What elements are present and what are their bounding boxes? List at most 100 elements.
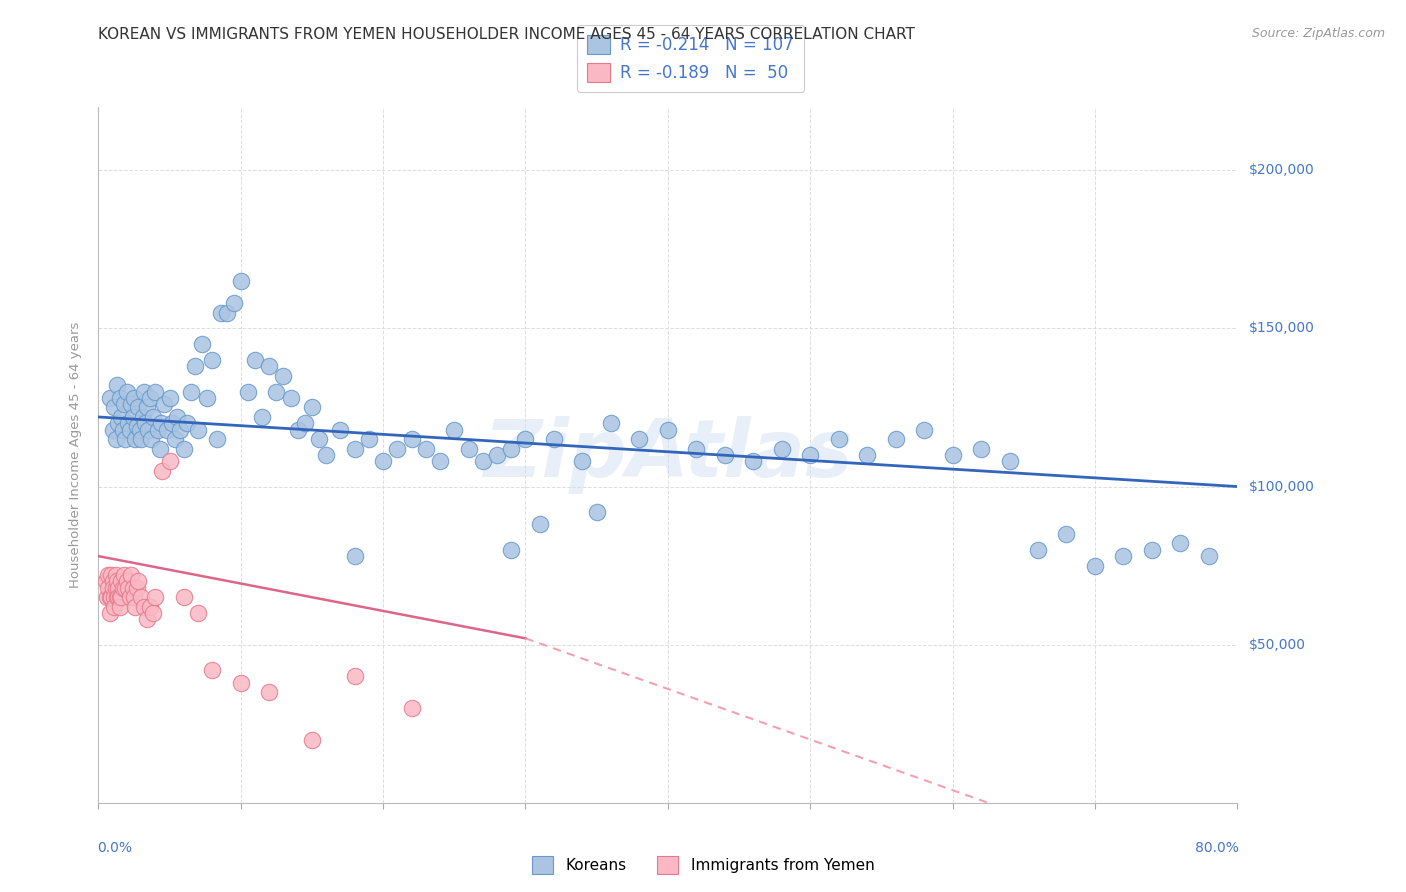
- Point: [250, 409, 273, 424]
- Point: [287, 423, 309, 437]
- Point: [124, 599, 146, 614]
- Point: [429, 454, 451, 468]
- Point: [115, 574, 138, 589]
- Point: [149, 442, 172, 456]
- Point: [343, 442, 366, 456]
- Point: [205, 432, 228, 446]
- Point: [100, 591, 122, 605]
- Point: [457, 442, 479, 456]
- Point: [373, 454, 395, 468]
- Point: [121, 409, 143, 424]
- Point: [124, 432, 146, 446]
- Point: [191, 337, 214, 351]
- Point: [141, 409, 163, 424]
- Point: [105, 378, 128, 392]
- Point: [1026, 542, 1049, 557]
- Point: [105, 591, 128, 605]
- Point: [129, 591, 152, 605]
- Point: [856, 448, 879, 462]
- Point: [173, 591, 195, 605]
- Point: [104, 432, 127, 446]
- Point: [685, 442, 707, 456]
- Point: [657, 423, 679, 437]
- Point: [121, 581, 143, 595]
- Point: [229, 675, 252, 690]
- Text: $150,000: $150,000: [1249, 321, 1315, 335]
- Point: [343, 669, 366, 683]
- Point: [103, 599, 125, 614]
- Point: [1198, 549, 1220, 563]
- Point: [329, 423, 352, 437]
- Point: [162, 417, 184, 431]
- Point: [315, 448, 337, 462]
- Point: [145, 591, 167, 605]
- Point: [114, 432, 136, 446]
- Point: [100, 568, 122, 582]
- Point: [628, 432, 651, 446]
- Point: [742, 454, 765, 468]
- Point: [138, 391, 160, 405]
- Point: [97, 581, 120, 595]
- Point: [229, 274, 252, 288]
- Point: [159, 454, 181, 468]
- Point: [139, 432, 162, 446]
- Point: [415, 442, 437, 456]
- Point: [201, 353, 224, 368]
- Point: [120, 568, 142, 582]
- Point: [443, 423, 465, 437]
- Point: [131, 409, 153, 424]
- Point: [110, 574, 132, 589]
- Point: [184, 359, 207, 374]
- Point: [127, 401, 149, 415]
- Point: [159, 391, 181, 405]
- Point: [156, 423, 179, 437]
- Point: [173, 442, 195, 456]
- Point: [301, 401, 323, 415]
- Y-axis label: Householder Income Ages 45 - 64 years: Householder Income Ages 45 - 64 years: [69, 322, 83, 588]
- Point: [529, 517, 551, 532]
- Point: [98, 391, 121, 405]
- Legend: R = -0.214   N = 107, R = -0.189   N =  50: R = -0.214 N = 107, R = -0.189 N = 50: [576, 25, 804, 92]
- Point: [401, 432, 423, 446]
- Point: [122, 391, 145, 405]
- Point: [884, 432, 907, 446]
- Point: [166, 409, 188, 424]
- Point: [1140, 542, 1163, 557]
- Point: [294, 417, 316, 431]
- Point: [145, 384, 167, 399]
- Point: [471, 454, 494, 468]
- Point: [108, 391, 131, 405]
- Point: [515, 432, 537, 446]
- Point: [108, 599, 131, 614]
- Point: [129, 432, 152, 446]
- Point: [118, 591, 141, 605]
- Point: [98, 606, 121, 620]
- Point: [132, 384, 155, 399]
- Point: [1084, 558, 1107, 573]
- Point: [266, 384, 288, 399]
- Point: [103, 401, 125, 415]
- Point: [571, 454, 593, 468]
- Point: [110, 591, 132, 605]
- Point: [120, 397, 142, 411]
- Point: [1056, 527, 1078, 541]
- Point: [96, 591, 118, 605]
- Point: [187, 423, 209, 437]
- Point: [259, 685, 281, 699]
- Point: [101, 423, 124, 437]
- Point: [165, 432, 187, 446]
- Point: [273, 368, 295, 383]
- Point: [828, 432, 851, 446]
- Point: [799, 448, 821, 462]
- Point: [111, 423, 134, 437]
- Point: [600, 417, 623, 431]
- Point: [135, 401, 157, 415]
- Text: KOREAN VS IMMIGRANTS FROM YEMEN HOUSEHOLDER INCOME AGES 45 - 64 YEARS CORRELATIO: KOREAN VS IMMIGRANTS FROM YEMEN HOUSEHOL…: [98, 27, 915, 42]
- Point: [104, 568, 127, 582]
- Point: [103, 591, 125, 605]
- Point: [134, 417, 156, 431]
- Point: [501, 542, 523, 557]
- Point: [105, 574, 128, 589]
- Point: [108, 591, 131, 605]
- Text: 80.0%: 80.0%: [1195, 841, 1239, 855]
